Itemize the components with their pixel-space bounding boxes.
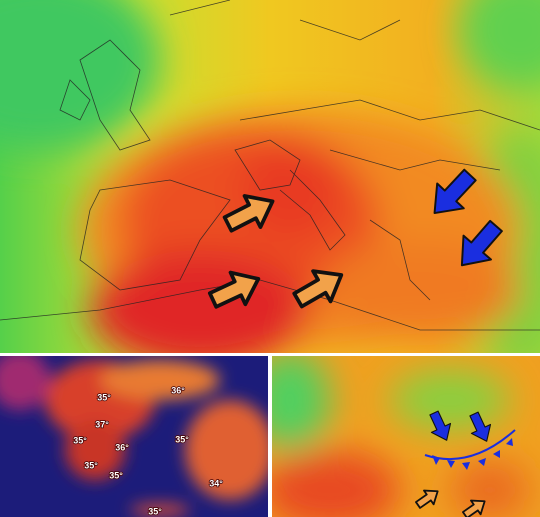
temperature-label: 35°: [73, 435, 87, 445]
temperature-label: 35°: [109, 470, 123, 480]
temperature-label: 35°: [148, 506, 162, 516]
temperature-label: 34°: [209, 478, 223, 488]
temperature-label: 35°: [97, 392, 111, 402]
temperature-label: 35°: [84, 460, 98, 470]
temperature-label: 36°: [115, 442, 129, 452]
greece-inset: 36° 35° 37° 35° 36° 35° 35° 35° 34° 35°: [0, 356, 268, 517]
temperature-label: 35°: [175, 434, 189, 444]
europe-inset: [272, 356, 540, 517]
temperature-label: 36°: [171, 385, 185, 395]
temperature-label: 37°: [95, 419, 109, 429]
main-map: [0, 0, 540, 353]
